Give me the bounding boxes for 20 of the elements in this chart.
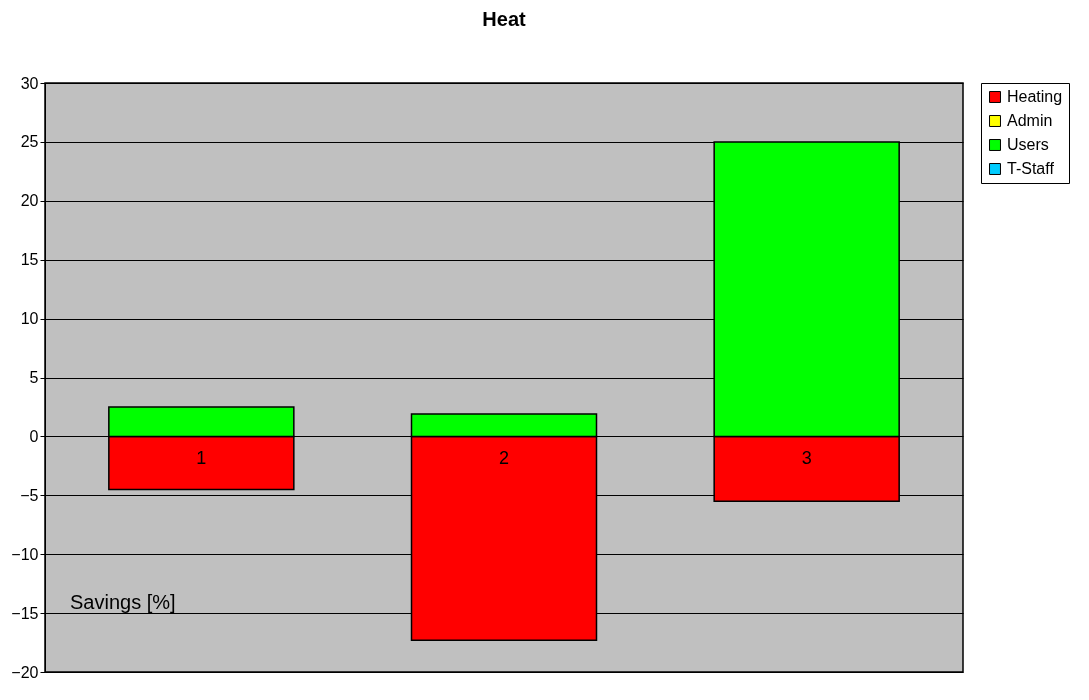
x-tick-label: 2 bbox=[498, 448, 510, 469]
y-tick-label: −5 bbox=[20, 486, 39, 504]
x-tick-label: 1 bbox=[196, 448, 207, 469]
y-tick-label: −20 bbox=[11, 663, 39, 681]
y-tick-label: 0 bbox=[29, 427, 39, 445]
legend-label: Users bbox=[1007, 136, 1049, 153]
y-tick-label: 15 bbox=[20, 251, 39, 269]
chart-title: Heat bbox=[482, 8, 527, 30]
y-axis-title: Savings [%] bbox=[70, 591, 176, 613]
legend-label: Admin bbox=[1007, 112, 1053, 129]
x-tick-label: 3 bbox=[801, 448, 812, 469]
legend-label: T-Staff bbox=[1007, 160, 1055, 177]
y-tick-label: 25 bbox=[20, 133, 39, 151]
y-tick-label: 5 bbox=[29, 369, 39, 386]
y-tick-label: 10 bbox=[20, 310, 39, 328]
legend-label: Heating bbox=[1007, 88, 1063, 105]
y-tick-label: −15 bbox=[11, 604, 39, 622]
y-tick-label: 20 bbox=[20, 192, 39, 210]
y-tick-label: 30 bbox=[20, 74, 39, 92]
y-tick-label: −10 bbox=[11, 545, 39, 563]
